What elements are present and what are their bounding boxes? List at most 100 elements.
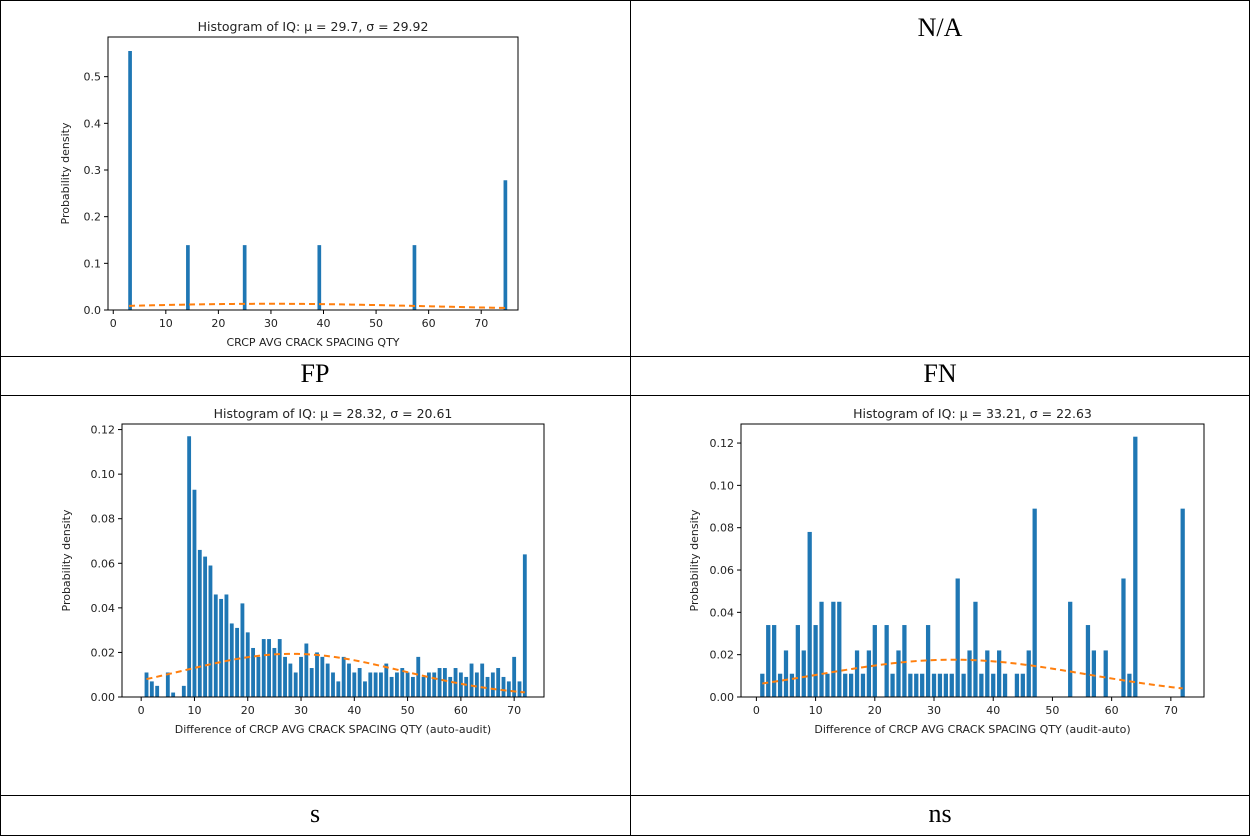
border-middle xyxy=(630,0,631,836)
histogram-bar xyxy=(373,672,378,697)
histogram-bar xyxy=(772,625,777,697)
histogram-bar xyxy=(979,673,984,697)
histogram-bar xyxy=(503,180,508,310)
histogram-bar xyxy=(395,672,399,697)
cell-label-na: N/A xyxy=(917,13,963,42)
histogram-bar xyxy=(991,673,996,697)
y-tick-label: 0.3 xyxy=(84,164,102,177)
histogram-bar xyxy=(416,656,421,697)
chart-title: Histogram of IQ: μ = 33.21, σ = 22.63 xyxy=(853,406,1092,421)
histogram-bar xyxy=(760,673,765,697)
y-tick-label: 0.04 xyxy=(710,606,735,619)
histogram-bar xyxy=(860,673,866,697)
x-tick-label: 70 xyxy=(507,704,521,717)
histogram-bar xyxy=(506,681,511,697)
y-tick-label: 0.02 xyxy=(91,646,116,659)
histogram-bar xyxy=(309,668,314,697)
histogram-chart-fn: 0 10 20 30 40 50 60 70 0.00 0.02 0.04 0.06 0.08 0.10 0… xyxy=(688,406,1205,736)
normal-fit-curve xyxy=(129,302,508,310)
border-row3 xyxy=(0,795,1250,796)
histogram-bar xyxy=(442,668,447,697)
y-tick-label: 0.0 xyxy=(84,304,102,317)
x-tick-label: 50 xyxy=(1045,704,1059,717)
x-tick-label: 70 xyxy=(474,317,488,330)
histogram-bar xyxy=(931,673,937,697)
histogram-bar xyxy=(304,643,309,697)
x-tick-label: 70 xyxy=(1164,704,1178,717)
histogram-bar xyxy=(405,672,410,697)
border-left xyxy=(0,0,1,836)
histogram-bar xyxy=(357,668,362,697)
histogram-bar xyxy=(293,672,298,697)
border-row2 xyxy=(0,395,1250,396)
histogram-bar xyxy=(352,672,357,697)
histogram-bar xyxy=(766,625,771,697)
histogram-bar xyxy=(1002,673,1008,697)
histogram-bar xyxy=(1180,508,1185,697)
histogram-bar xyxy=(997,650,1002,697)
histogram-chart-overall: 0 10 20 30 40 50 60 70 0.0 0.1 0.2 0.3 0.4 0.5 Histogr… xyxy=(59,19,519,349)
histogram-bar xyxy=(807,531,812,697)
histogram-bar xyxy=(1026,650,1031,697)
histogram-bar xyxy=(325,663,330,697)
y-tick-label: 0.12 xyxy=(710,437,735,450)
histogram-bar xyxy=(245,632,250,697)
histogram-bar xyxy=(522,554,527,697)
histogram-bar xyxy=(1091,650,1097,697)
x-tick-label: 10 xyxy=(159,317,173,330)
histogram-bar xyxy=(411,676,415,697)
histogram-bar xyxy=(866,650,872,697)
x-axis-label: Difference of CRCP AVG CRACK SPACING QTY… xyxy=(175,723,491,736)
histogram-bar xyxy=(837,601,842,697)
histogram-bar xyxy=(171,692,176,697)
y-tick-label: 0.02 xyxy=(710,649,735,662)
cell-label-fn: FN xyxy=(923,359,957,388)
histogram-bar xyxy=(848,673,854,697)
x-tick-label: 0 xyxy=(110,317,117,330)
x-tick-label: 0 xyxy=(138,704,145,717)
histogram-bar xyxy=(315,652,319,697)
x-tick-label: 40 xyxy=(347,704,361,717)
histogram-bar xyxy=(1020,673,1025,697)
y-tick-label: 0.06 xyxy=(710,564,735,577)
histogram-bar xyxy=(949,673,954,697)
histogram-bar xyxy=(267,639,271,697)
x-tick-label: 20 xyxy=(241,704,255,717)
y-tick-label: 0.4 xyxy=(84,117,102,130)
histogram-bar xyxy=(943,673,948,697)
histogram-bar xyxy=(1133,436,1138,697)
histogram-bar xyxy=(884,625,889,697)
histogram-bar xyxy=(474,672,479,697)
histogram-bar xyxy=(843,673,848,697)
histogram-bar xyxy=(783,650,789,697)
histogram-bar xyxy=(1127,673,1132,697)
histogram-bar xyxy=(336,681,341,697)
histogram-bar xyxy=(242,245,247,310)
plot-frame xyxy=(740,423,1205,698)
x-tick-label: 40 xyxy=(317,317,331,330)
border-row1 xyxy=(0,356,1250,357)
x-tick-label: 10 xyxy=(187,704,201,717)
x-tick-label: 10 xyxy=(809,704,823,717)
histogram-bar xyxy=(347,663,351,697)
y-tick-label: 0.06 xyxy=(91,557,116,570)
histogram-bar xyxy=(795,625,800,697)
y-axis-label: Probability density xyxy=(688,509,701,611)
histogram-bar xyxy=(421,676,426,697)
y-tick-label: 0.1 xyxy=(84,257,102,270)
histogram-bar xyxy=(902,625,907,697)
histogram-bar xyxy=(517,681,522,697)
y-tick-label: 0.00 xyxy=(710,691,735,704)
histogram-bar xyxy=(317,245,322,310)
histogram-bar xyxy=(412,245,417,310)
histogram-bar xyxy=(469,663,474,697)
histogram-bar xyxy=(920,673,925,697)
y-tick-label: 0.10 xyxy=(710,479,735,492)
histogram-bar xyxy=(777,673,783,697)
x-tick-label: 60 xyxy=(454,704,468,717)
histogram-bar xyxy=(512,656,517,697)
histogram-bar xyxy=(437,668,442,697)
y-tick-label: 0.2 xyxy=(84,211,102,224)
x-tick-label: 30 xyxy=(294,704,308,717)
histogram-bar xyxy=(485,676,490,697)
